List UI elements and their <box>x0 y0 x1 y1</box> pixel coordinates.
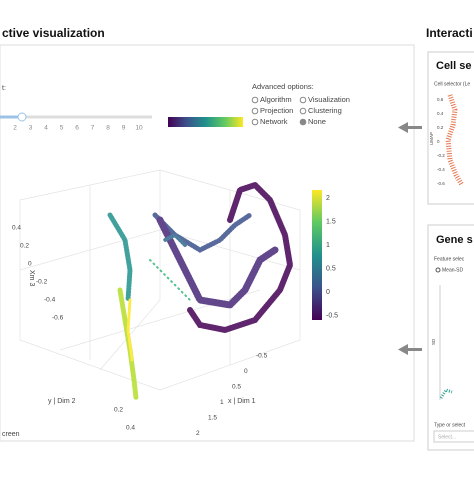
gene-points <box>439 388 453 399</box>
slider-tick: 4 <box>44 125 48 132</box>
panel <box>0 44 415 442</box>
slider-tick: 7 <box>91 125 95 132</box>
x-tick: 2 <box>196 430 200 437</box>
z-tick: 0 <box>28 261 32 268</box>
slider-tick: 6 <box>75 125 79 132</box>
options-title: Advanced options: <box>252 82 314 91</box>
y-label: SD <box>431 338 436 345</box>
card <box>427 51 474 205</box>
x-tick: 0 <box>244 368 248 375</box>
point-cloud <box>107 181 294 401</box>
colorbar-tick: 1 <box>326 242 330 249</box>
panel-title: Interacti <box>426 26 473 40</box>
colorbar-tick: -0.5 <box>326 312 338 319</box>
radio[interactable] <box>299 107 307 115</box>
x-tick: 0.5 <box>232 384 241 391</box>
slider-tick: 3 <box>29 125 33 132</box>
radio[interactable] <box>299 96 307 104</box>
radio[interactable] <box>251 118 259 126</box>
radio-label: Network <box>260 117 288 126</box>
cell-tick: -0.6 <box>437 181 445 186</box>
z-axis-label: Xm 3 <box>28 270 35 286</box>
z-tick: -0.4 <box>44 297 56 304</box>
slider-label: t: <box>2 85 6 92</box>
radio[interactable] <box>299 118 307 126</box>
footer-text: creen <box>2 431 20 438</box>
radio-label: Algorithm <box>260 95 292 104</box>
colorbar-tick: 0 <box>326 289 330 296</box>
cell-tick: -0.2 <box>437 153 445 158</box>
colorbar-tick: 1.5 <box>326 218 336 225</box>
y-tick: 0.2 <box>114 407 123 414</box>
slider-tick: 5 <box>60 125 64 132</box>
radio-label: Mean-SD <box>442 267 464 273</box>
placeholder: Select... <box>438 434 456 440</box>
cell-tick: 0 <box>437 139 440 144</box>
slider-tick: 10 <box>135 125 143 132</box>
cell-tick: 0.4 <box>437 111 444 116</box>
card-subtitle: Feature selec <box>434 256 465 262</box>
y-tick: 0.4 <box>126 425 135 432</box>
color-legend <box>168 117 243 127</box>
cell-tick: -0.4 <box>437 167 445 172</box>
radio[interactable] <box>435 267 441 273</box>
x-tick: 1 <box>220 399 224 406</box>
cell-tick: 0.6 <box>437 97 444 102</box>
colorbar-tick: 0.5 <box>326 265 336 272</box>
radio-label: None <box>308 117 326 126</box>
panel-title: ctive visualization <box>2 26 105 40</box>
slider-tick: 2 <box>13 125 17 132</box>
slider-handle[interactable] <box>17 112 27 122</box>
radio[interactable] <box>251 96 259 104</box>
radio[interactable] <box>251 107 259 115</box>
cell-tick: 0.2 <box>437 125 444 130</box>
radio-label: Visualization <box>308 95 350 104</box>
colorbar <box>312 190 322 320</box>
z-tick: -0.2 <box>36 279 48 286</box>
cell-points <box>445 94 465 187</box>
slider-tick: 9 <box>122 125 126 132</box>
x-tick: 1.5 <box>208 415 217 422</box>
slider-tick: 8 <box>106 125 110 132</box>
z-tick: 0.4 <box>12 225 21 232</box>
card-title: Gene s <box>436 234 473 246</box>
x-axis-label: x | Dim 1 <box>228 398 256 405</box>
input-label: Type or select <box>434 422 466 428</box>
y-label: UMAP <box>429 132 434 145</box>
colorbar-tick: 2 <box>326 195 330 202</box>
card-subtitle: Cell selector (Le <box>434 81 470 87</box>
select-input[interactable] <box>433 430 474 443</box>
radio-label: Clustering <box>308 106 342 115</box>
radio-label: Projection <box>260 106 293 115</box>
x-tick: -0.5 <box>256 353 268 360</box>
card <box>427 224 474 451</box>
card-title: Cell se <box>436 60 471 72</box>
z-tick: -0.6 <box>52 315 64 322</box>
y-axis-label: y | Dim 2 <box>48 398 76 405</box>
arrows <box>398 122 422 355</box>
z-tick: 0.2 <box>20 243 29 250</box>
axes-box <box>19 169 301 391</box>
